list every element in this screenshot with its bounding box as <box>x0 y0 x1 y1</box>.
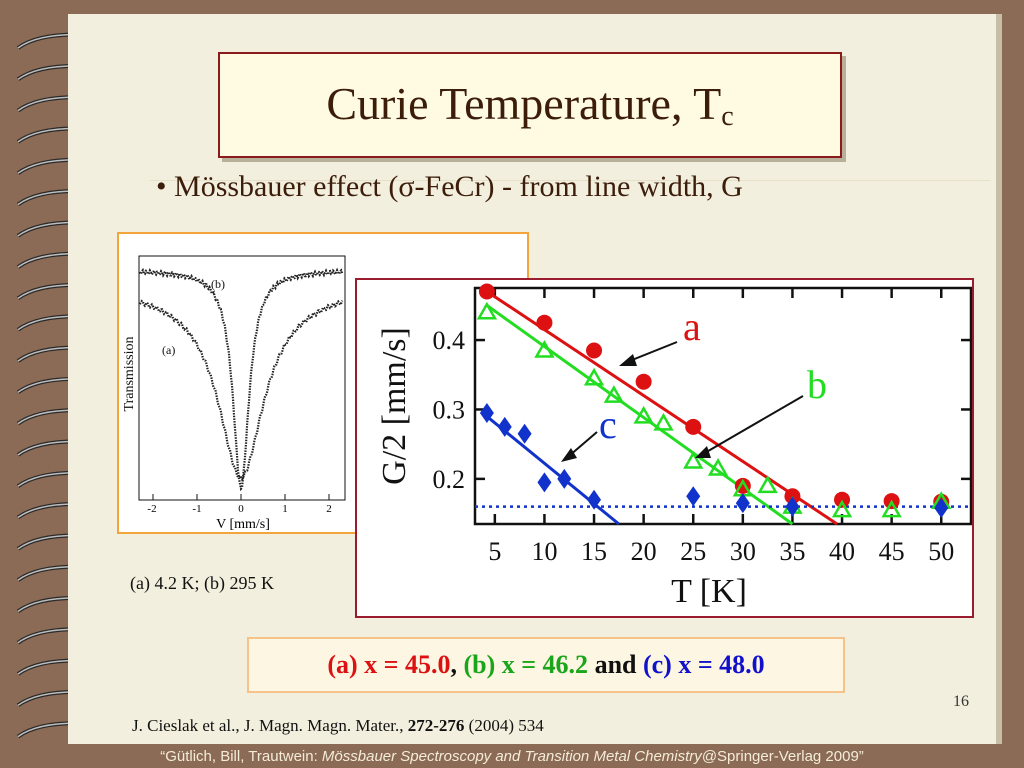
annotation-b: b <box>695 362 827 458</box>
citation-rest: (2004) 534 <box>464 716 544 735</box>
spectrum-plot-frame <box>138 255 346 501</box>
data-point-c <box>537 472 552 493</box>
legend-and: and <box>594 650 637 679</box>
data-point-a <box>685 418 702 435</box>
chart-ylabel: G/2 [mm/s] <box>376 327 413 485</box>
footer-pre: “Gütlich, Bill, Trautwein: <box>160 748 322 765</box>
data-point-b <box>633 405 654 424</box>
data-point-b <box>881 499 902 518</box>
data-point-c <box>479 402 494 423</box>
chart-x-tick-label: 20 <box>631 537 657 566</box>
data-point-b <box>653 412 674 431</box>
data-point-b <box>707 457 729 476</box>
chart-x-tick-label: 35 <box>779 537 805 566</box>
data-point-b <box>603 385 625 403</box>
bullet-point: • Mössbauer effect (σ-FeCr) - from line … <box>156 170 743 204</box>
spectrum-caption: (a) 4.2 K; (b) 295 K <box>130 573 274 593</box>
chart-x-tick-label: 15 <box>581 537 607 566</box>
chart-y-tick-label: 0.3 <box>433 395 466 424</box>
chart-x-tick-label: 50 <box>928 537 954 566</box>
citation: J. Cieslak et al., J. Magn. Magn. Mater.… <box>132 716 544 736</box>
spectrum-label-b: (b) <box>211 277 225 291</box>
data-point-c <box>735 493 750 514</box>
legend-b: (b) x = 46.2 <box>463 650 589 679</box>
data-point-c <box>557 468 572 489</box>
series-label-a: a <box>683 304 701 349</box>
data-point-b <box>476 301 498 320</box>
legend-c: (c) x = 48.0 <box>642 650 765 679</box>
spectrum-tick-label: -2 <box>147 503 156 515</box>
data-point-c <box>785 496 800 517</box>
data-point-c <box>517 423 532 444</box>
title-main: Curie Temperature, T <box>326 78 722 129</box>
chart-x-tick-label: 40 <box>829 537 855 566</box>
annotation-c: c <box>561 402 617 462</box>
spectrum-label-a: (a) <box>162 343 175 357</box>
spectrum-ylabel: Transmission <box>122 337 137 412</box>
page-number: 16 <box>953 693 969 710</box>
citation-authors: J. Cieslak et al., J. Magn. Magn. Mater.… <box>132 716 408 735</box>
data-point-b <box>831 499 853 518</box>
spectrum-tick-label: 0 <box>238 503 244 515</box>
bullet-symbol: • <box>156 170 167 203</box>
data-point-a <box>635 373 652 390</box>
bullet-rule <box>150 180 990 181</box>
spectrum-curve-b <box>138 267 344 492</box>
spectrum-tick-label: -1 <box>192 503 201 515</box>
data-point-b <box>534 339 555 358</box>
series-label-c: c <box>599 402 617 447</box>
data-point-c <box>686 486 701 507</box>
spectrum-tick-label: 2 <box>326 503 332 515</box>
composition-legend: (a) x = 45.0, (b) x = 46.2 and (c) x = 4… <box>247 637 845 693</box>
chart-x-tick-label: 10 <box>531 537 557 566</box>
footer-post: @Springer-Verlag 2009” <box>701 748 864 765</box>
data-point-a <box>536 314 553 331</box>
data-point-a <box>478 283 495 300</box>
data-point-c <box>587 489 602 510</box>
slide-page-edge <box>996 14 1002 744</box>
chart-y-tick-label: 0.2 <box>433 465 466 494</box>
data-point-c <box>934 498 949 519</box>
spectrum-xlabel: V [mm/s] <box>216 517 270 532</box>
data-point-b <box>583 367 605 386</box>
series-label-b: b <box>807 362 827 407</box>
legend-sep: , <box>450 650 457 679</box>
citation-volume: 272-276 <box>407 716 465 735</box>
bullet-text: Mössbauer effect (σ-FeCr) - from line wi… <box>174 170 743 203</box>
linewidth-chart: 5 10 15 20 25 30 35 40 45 50 0.2 0.3 0.4 G/2 [mm/s] … <box>355 278 974 618</box>
annotation-a: a <box>619 304 701 366</box>
chart-x-tick-label: 45 <box>879 537 905 566</box>
chart-y-tick-label: 0.4 <box>433 326 466 355</box>
data-point-c <box>497 416 512 437</box>
spectrum-tick-label: 1 <box>282 503 288 515</box>
chart-x-tick-label: 25 <box>680 537 706 566</box>
chart-plot-frame <box>473 286 973 526</box>
chart-x-tick-label: 5 <box>488 537 501 566</box>
data-point-b <box>683 451 704 469</box>
data-point-a <box>586 342 603 359</box>
title-subscript: c <box>721 101 734 132</box>
legend-a: (a) x = 45.0 <box>327 650 451 679</box>
chart-xlabel: T [K] <box>671 573 747 610</box>
title-box: Curie Temperature, Tc <box>218 52 842 158</box>
footer-book: Mössbauer Spectroscopy and Transition Me… <box>321 748 702 765</box>
data-point-b <box>757 475 778 494</box>
slide-title: Curie Temperature, Tc <box>326 77 733 133</box>
spectrum-curve-a <box>138 299 344 482</box>
chart-x-tick-label: 30 <box>730 537 756 566</box>
footer-credit: “Gütlich, Bill, Trautwein: Mössbauer Spe… <box>0 746 1024 768</box>
